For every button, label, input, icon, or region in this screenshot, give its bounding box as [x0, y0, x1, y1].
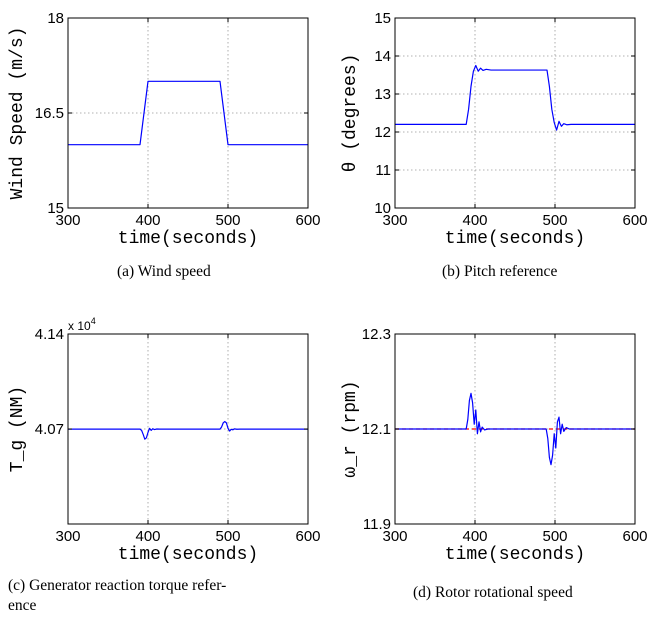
chart-a: 300 400 500 600 15 16.5 18 Wind Speed (m/s) ti… [8, 10, 321, 249]
chart-a-xlabel: time(seconds) [118, 229, 258, 249]
chart-a-ytick-label: 15 [47, 200, 64, 217]
chart-c-xtick-label: 400 [135, 528, 160, 545]
chart-c-xtick-label: 500 [215, 528, 240, 545]
chart-b-grid [395, 18, 635, 208]
chart-d-ytick-label: 12.3 [362, 326, 391, 343]
chart-d-ytick-label: 12.1 [362, 421, 391, 438]
chart-d: 300 400 500 600 11.9 12.1 12.3 ω_r (rpm) time(… [341, 326, 648, 565]
chart-b-xtick-label: 400 [462, 212, 487, 229]
chart-d-series-line [395, 392, 635, 466]
chart-d-xtick-label: 300 [382, 528, 407, 545]
chart-a-xtick-label: 500 [215, 212, 240, 229]
chart-a-ticks: 300 400 500 600 15 16.5 18 [35, 10, 321, 229]
chart-d-xtick-label: 600 [622, 528, 647, 545]
caption-b: (b) Pitch reference [442, 263, 558, 280]
chart-a-series [68, 80, 308, 146]
chart-b-ytick-label: 11 [375, 162, 391, 179]
chart-b-series [395, 64, 635, 131]
chart-b-ytick-label: 10 [374, 200, 391, 217]
caption-d: (d) Rotor rotational speed [413, 584, 573, 601]
chart-c-xlabel: time(seconds) [118, 545, 258, 565]
chart-c-ticks: 300 400 500 600 4.07 4.14 [35, 326, 321, 545]
caption-c-line1: (c) Generator reaction torque refer- [8, 577, 227, 594]
chart-d-xtick-label: 400 [462, 528, 487, 545]
caption-a: (a) Wind speed [117, 263, 211, 280]
chart-d-ytick-label: 11.9 [363, 516, 391, 533]
chart-c-ytick-label: 4.14 [35, 326, 64, 343]
chart-c-series-line [68, 420, 308, 440]
caption-c-line2: ence [8, 597, 37, 614]
chart-b-ytick-label: 15 [374, 10, 391, 27]
chart-b-ylabel: θ (degrees) [341, 54, 361, 173]
caption-c: (c) Generator reaction torque refer- enc… [8, 576, 328, 616]
chart-c-ytick-label: 4.07 [35, 421, 64, 438]
chart-d-series [395, 392, 635, 466]
chart-b: 300 400 500 600 10 11 12 13 14 15 θ (degrees) tim… [341, 10, 648, 249]
chart-b-xtick-label: 300 [382, 212, 407, 229]
chart-b-series-line [395, 64, 635, 131]
chart-a-series-line [68, 80, 308, 146]
chart-c-xtick-label: 300 [55, 528, 80, 545]
chart-b-xtick-label: 500 [542, 212, 567, 229]
chart-a-ylabel: Wind Speed (m/s) [8, 27, 28, 200]
chart-a-xtick-label: 400 [135, 212, 160, 229]
chart-b-ticks: 300 400 500 600 10 11 12 13 14 15 [374, 10, 647, 229]
chart-c-exponent: x 104 [68, 316, 96, 333]
chart-b-xlabel: time(seconds) [445, 229, 585, 249]
chart-b-ytick-label: 12 [374, 124, 391, 141]
chart-c-xtick-label: 600 [295, 528, 320, 545]
chart-d-ylabel: ω_r (rpm) [341, 380, 361, 477]
chart-d-xtick-label: 500 [542, 528, 567, 545]
chart-a-xtick-label: 300 [55, 212, 80, 229]
chart-b-xtick-label: 600 [622, 212, 647, 229]
chart-a-grid [68, 18, 308, 208]
chart-a-ytick-label: 18 [47, 10, 64, 27]
chart-c: 300 400 500 600 4.07 4.14 x 104 T_g (NM) time… [8, 316, 321, 565]
chart-b-ytick-label: 14 [374, 48, 391, 65]
chart-b-ytick-label: 13 [374, 86, 391, 103]
chart-d-ticks: 300 400 500 600 11.9 12.1 12.3 [362, 326, 648, 545]
chart-d-xlabel: time(seconds) [445, 545, 585, 565]
chart-c-series [68, 420, 308, 440]
chart-a-xtick-label: 600 [295, 212, 320, 229]
chart-b-plot-frame [394, 17, 636, 209]
chart-a-ytick-label: 16.5 [35, 105, 64, 122]
chart-c-ylabel: T_g (NM) [8, 386, 28, 472]
